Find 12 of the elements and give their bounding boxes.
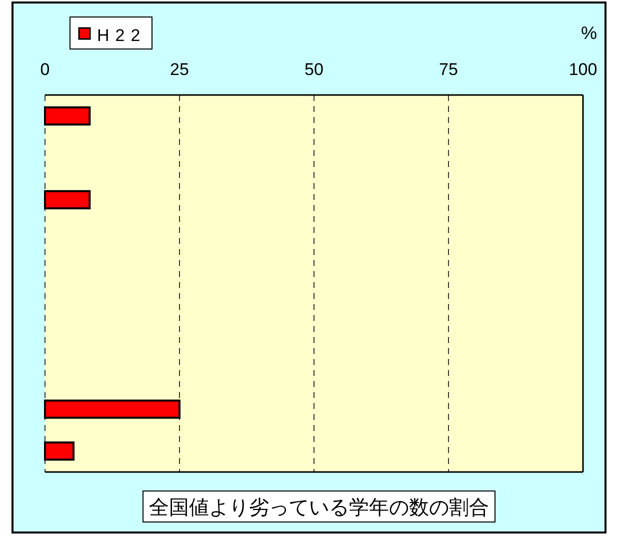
x-tick-label: 100 — [568, 60, 598, 79]
text: 全国値より劣っている学年の数の割合 — [149, 497, 489, 519]
bar — [44, 400, 180, 419]
x-axis-title: % — [580, 23, 598, 43]
x-tick-label: 0 — [40, 60, 50, 79]
x-tick-label: 25 — [170, 60, 189, 79]
bar — [44, 106, 91, 126]
legend-label: H22 — [97, 26, 146, 45]
bar — [44, 441, 75, 461]
x-tick-label: 50 — [304, 60, 324, 79]
bar — [44, 190, 91, 210]
x-tick-label: 75 — [439, 60, 458, 79]
